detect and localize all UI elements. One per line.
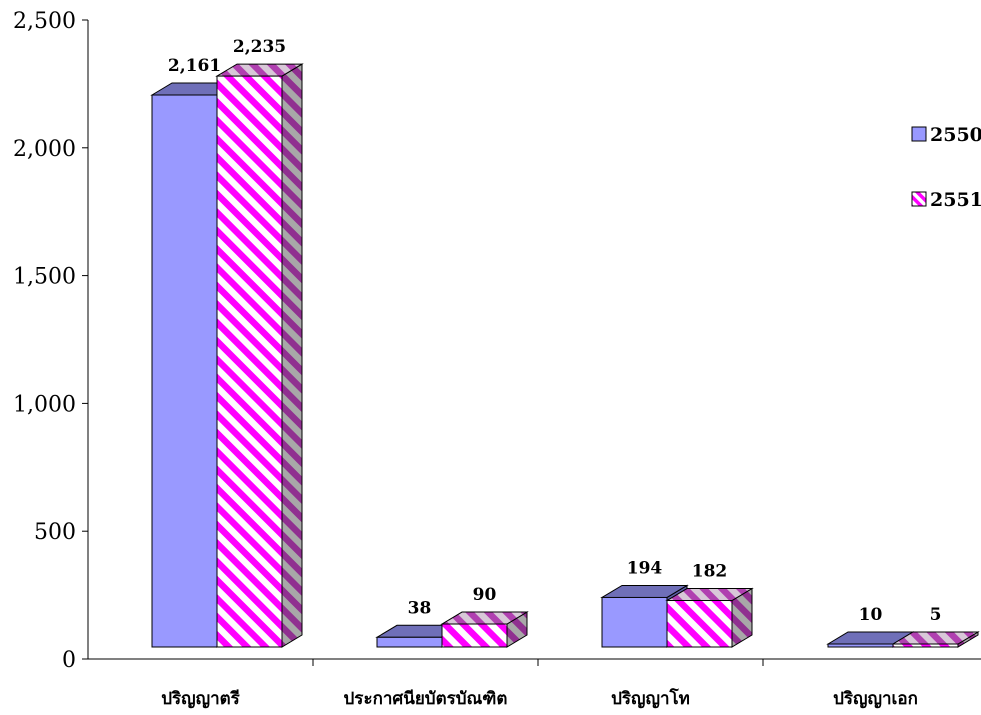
bars — [150, 63, 980, 648]
bar-front — [666, 600, 733, 648]
bar-side — [281, 63, 303, 648]
legend: 2550 2551 — [911, 124, 981, 211]
legend-item-2551: 2551 — [911, 189, 981, 211]
bar-front — [441, 623, 508, 648]
legend-label-2550: 2550 — [930, 124, 981, 146]
data-label-2550-0: 2,161 — [168, 56, 221, 76]
data-label-2550-3: 10 — [859, 605, 883, 625]
bar-2551-3 — [891, 631, 980, 648]
data-label-2550-1: 38 — [408, 598, 432, 618]
category-label: ประกาศนียบัตรบัณฑิต — [344, 688, 508, 709]
data-label-2550-2: 194 — [627, 558, 663, 578]
y-tick-label: 2,000 — [13, 137, 76, 162]
legend-swatch-2551 — [911, 191, 927, 207]
data-label-2551-1: 90 — [473, 585, 497, 605]
data-label-2551-0: 2,235 — [233, 37, 286, 57]
category-label: ปริญญาโท — [611, 688, 690, 709]
bar-front — [601, 596, 668, 648]
bar-2551-1 — [440, 611, 529, 648]
bar-front — [376, 636, 443, 648]
legend-item-2550: 2550 — [911, 124, 981, 146]
y-tick-label: 1,500 — [13, 265, 76, 290]
y-tick-label: 1,000 — [13, 392, 76, 417]
category-labels: ปริญญาตรี ประกาศนียบัตรบัณฑิต ปริญญาโท ปริญ… — [161, 688, 918, 709]
y-tick-label: 0 — [62, 648, 76, 673]
bar-front — [216, 75, 283, 648]
y-tick-label: 2,500 — [13, 9, 76, 34]
category-label: ปริญญาเอก — [833, 689, 918, 709]
bar-front — [892, 643, 959, 648]
legend-label-2551: 2551 — [930, 189, 981, 211]
bar-front — [151, 94, 218, 648]
x-ticks — [312, 659, 764, 666]
bar-2551-2 — [665, 587, 754, 648]
data-label-2551-3: 5 — [930, 605, 942, 625]
bar-front — [827, 643, 894, 648]
y-tick-label: 500 — [34, 520, 76, 545]
legend-swatch-2550 — [911, 126, 927, 142]
data-label-2551-2: 182 — [692, 562, 728, 582]
data-labels: 2,161 38 194 10 2,235 90 182 5 — [168, 37, 942, 625]
category-label: ปริญญาตรี — [161, 688, 240, 709]
y-ticks: 0 500 1,000 1,500 2,000 2,500 — [13, 9, 88, 673]
bar-2551-0 — [215, 63, 304, 648]
